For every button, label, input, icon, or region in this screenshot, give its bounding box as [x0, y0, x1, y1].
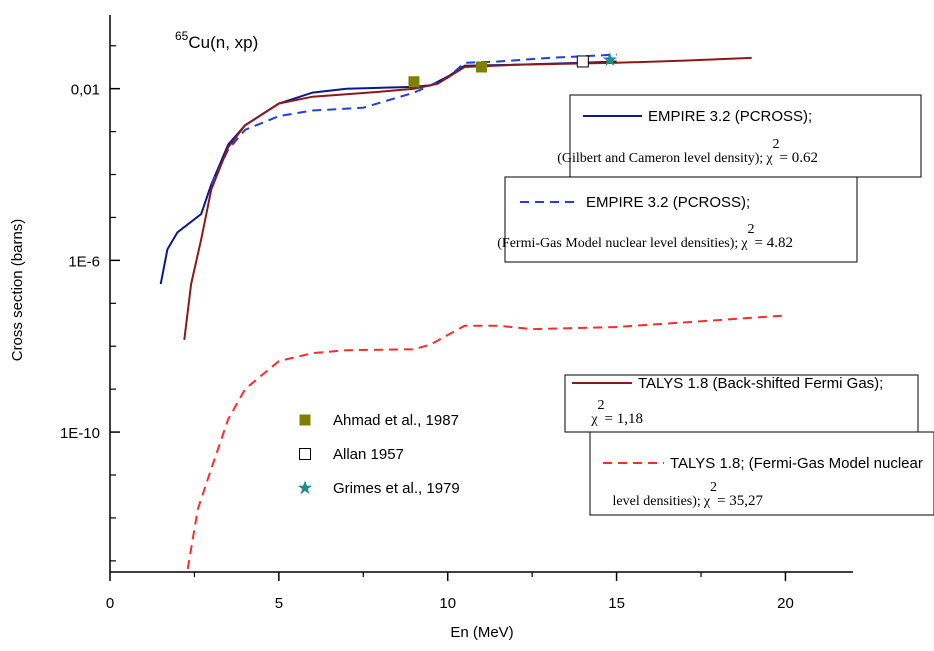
x-tick-label: 15	[608, 595, 625, 612]
x-tick-label: 5	[275, 595, 283, 612]
chart-title: 65Cu(n, xp)	[175, 29, 258, 52]
series-line	[186, 314, 786, 570]
chi-value: = 35,27	[717, 493, 763, 509]
legend-note-text: (Gilbert and Cameron level density);	[557, 151, 763, 166]
legend-note: level densities); χ2= 35,27	[613, 480, 764, 509]
legend-note: (Gilbert and Cameron level density); χ2= …	[557, 137, 818, 166]
legend-label: Ahmad et al., 1987	[333, 412, 459, 429]
chi-exponent: 2	[710, 480, 717, 495]
square-marker	[299, 448, 311, 460]
legend-label: TALYS 1.8; (Fermi-Gas Model nuclear	[670, 455, 923, 472]
square-marker	[408, 76, 420, 88]
legend-box	[564, 374, 919, 433]
chi-symbol: χ	[740, 236, 748, 251]
x-tick-label: 0	[106, 595, 114, 612]
x-tick-label: 20	[777, 595, 794, 612]
legend-label: TALYS 1.8 (Back-shifted Fermi Gas);	[638, 375, 883, 392]
square-marker	[476, 61, 487, 73]
chi-exponent: 2	[748, 222, 755, 237]
y-axis-label: Cross section (barns)	[9, 219, 26, 362]
star-marker	[602, 52, 617, 66]
y-tick-label: 0,01	[71, 82, 100, 99]
star-marker	[297, 480, 313, 495]
legend-note-text: level densities);	[613, 494, 701, 509]
title-text: Cu(n, xp)	[188, 33, 258, 52]
legend-label: EMPIRE 3.2 (PCROSS);	[648, 108, 812, 125]
chi-exponent: 2	[773, 137, 780, 152]
x-tick-label: 10	[439, 595, 456, 612]
chi-symbol: χ	[703, 494, 711, 509]
legend-note: (Fermi-Gas Model nuclear level densities…	[497, 222, 793, 251]
chi-symbol: χ	[590, 412, 598, 427]
legend-note-text: (Fermi-Gas Model nuclear level densities…	[497, 236, 738, 251]
square-marker	[299, 414, 311, 426]
chi-symbol: χ	[765, 151, 773, 166]
square-marker	[576, 55, 589, 68]
legend-box	[569, 94, 922, 178]
x-axis-label: En (MeV)	[450, 624, 513, 641]
y-tick-label: 1E-6	[68, 253, 100, 270]
title-prefix: 65	[175, 29, 189, 43]
legend-box	[589, 431, 934, 516]
legend-box	[504, 176, 858, 263]
legend-label: Grimes et al., 1979	[333, 480, 460, 497]
legend-label: Allan 1957	[333, 446, 404, 463]
chi-value: = 0.62	[780, 150, 818, 166]
chi-value: = 4.82	[755, 235, 793, 251]
chi-value: = 1,18	[605, 411, 643, 427]
series-line	[183, 56, 752, 341]
chi-exponent: 2	[598, 398, 605, 413]
series-line	[210, 53, 617, 185]
legend-note: χ2= 1,18	[590, 398, 643, 427]
y-tick-label: 1E-10	[60, 425, 100, 442]
legend-label: EMPIRE 3.2 (PCROSS);	[586, 194, 750, 211]
